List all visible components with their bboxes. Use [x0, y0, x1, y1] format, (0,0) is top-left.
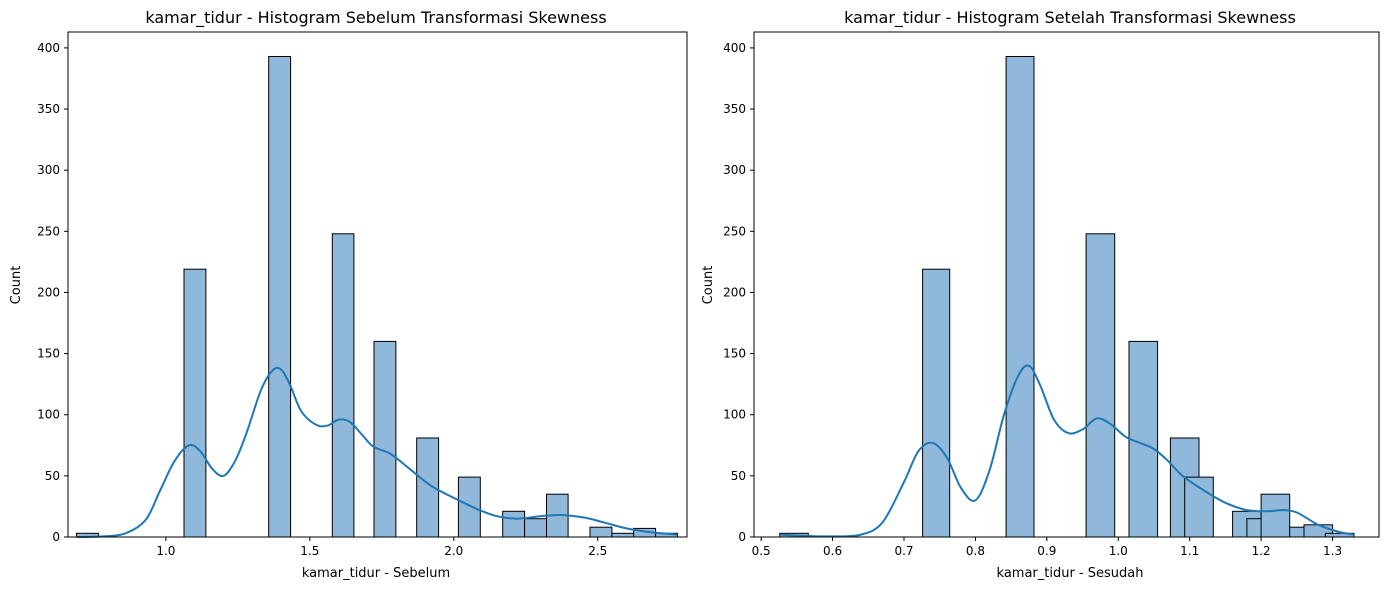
y-tick-label: 150	[723, 347, 746, 361]
axis-ticks: 0.5 0.6 0.7 0.8 0.9 1.0 1.1 1.2 1.3 0 50 100 150 200 2…	[723, 41, 1342, 558]
x-tick-label: 0.8	[966, 544, 985, 558]
kde-line	[76, 366, 678, 538]
histogram-bar	[1005, 56, 1035, 538]
bars	[76, 56, 678, 538]
y-tick-label: 100	[37, 408, 60, 422]
x-tick-label: 1.5	[300, 544, 319, 558]
histogram-bar	[331, 233, 355, 538]
y-tick-label: 250	[37, 224, 60, 238]
y-tick-label: 50	[45, 469, 60, 483]
plot-frame	[753, 31, 1380, 538]
y-tick-label: 350	[723, 102, 746, 116]
axis-ticks: 1.0 1.5 2.0 2.5 0 50 100 150 200 250 300 350 400	[37, 41, 607, 558]
bars	[779, 56, 1355, 538]
histogram-bar	[1085, 233, 1116, 538]
y-tick-label: 0	[738, 530, 746, 544]
x-tick-label: 0.7	[894, 544, 913, 558]
chart-title: kamar_tidur - Histogram Sebelum Transfor…	[145, 8, 606, 28]
y-tick-label: 300	[723, 163, 746, 177]
y-tick-label: 350	[37, 102, 60, 116]
x-axis-label: kamar_tidur - Sebelum	[302, 566, 450, 581]
chart-title: kamar_tidur - Histogram Setelah Transfor…	[844, 8, 1296, 28]
histogram-bar	[502, 510, 526, 538]
histogram-bar	[1260, 493, 1291, 538]
histogram-bar	[1128, 340, 1159, 538]
x-tick-label: 1.0	[156, 544, 175, 558]
histogram-bar	[524, 518, 547, 538]
y-axis-label: Count	[9, 266, 24, 305]
x-axis-label: kamar_tidur - Sesudah	[997, 566, 1144, 581]
y-tick-label: 0	[52, 530, 60, 544]
x-tick-label: 1.0	[1109, 544, 1128, 558]
histogram-bar	[268, 56, 292, 538]
y-axis-label: Count	[701, 266, 716, 305]
y-tick-label: 50	[731, 469, 746, 483]
y-tick-label: 200	[723, 285, 746, 299]
y-tick-label: 400	[37, 41, 60, 55]
y-tick-label: 150	[37, 347, 60, 361]
y-tick-label: 250	[723, 224, 746, 238]
histogram-bar	[373, 340, 397, 538]
y-tick-label: 300	[37, 163, 60, 177]
x-tick-label: 1.2	[1252, 544, 1271, 558]
x-tick-label: 2.5	[588, 544, 607, 558]
histogram-bar	[922, 268, 951, 538]
histogram-bar	[183, 268, 207, 538]
histogram-sesudah-panel: kamar_tidur - Histogram Setelah Transfor…	[701, 8, 1380, 581]
x-tick-label: 2.0	[444, 544, 463, 558]
x-tick-label: 1.1	[1180, 544, 1199, 558]
x-tick-label: 0.6	[823, 544, 842, 558]
y-tick-label: 200	[37, 285, 60, 299]
kde-line	[779, 364, 1355, 538]
histogram-sebelum-panel: kamar_tidur - Histogram Sebelum Transfor…	[9, 8, 688, 581]
x-tick-label: 1.3	[1323, 544, 1342, 558]
plot-frame	[67, 31, 688, 538]
histogram-bar	[1184, 476, 1214, 538]
histogram-bar	[611, 532, 635, 538]
histogram-bar	[457, 476, 481, 538]
y-tick-label: 400	[723, 41, 746, 55]
y-tick-label: 100	[723, 408, 746, 422]
histogram-bar	[589, 526, 613, 538]
x-tick-label: 0.5	[752, 544, 771, 558]
x-tick-label: 0.9	[1037, 544, 1056, 558]
